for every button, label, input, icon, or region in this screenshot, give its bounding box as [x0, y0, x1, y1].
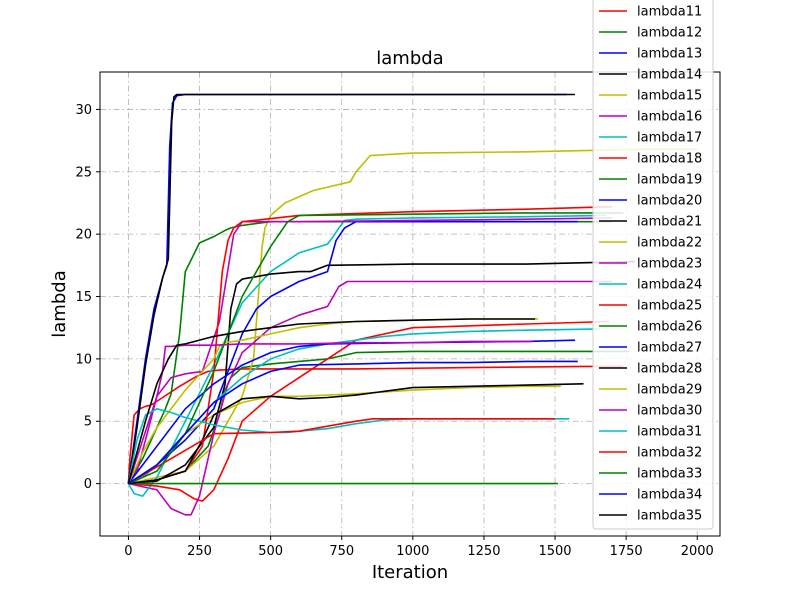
legend-entry-label: lambda30 [637, 404, 702, 419]
x-axis-label: Iteration [372, 562, 448, 583]
plot-area [127, 93, 698, 516]
legend-entry-label: lambda35 [637, 509, 702, 524]
series-line-lambda33 [128, 212, 624, 485]
legend-entry-label: lambda14 [637, 68, 702, 83]
chart-title: lambda [376, 48, 443, 69]
legend-entry-label: lambda29 [637, 383, 702, 398]
legend-entry-label: lambda19 [637, 173, 702, 188]
series-line-lambda35 [127, 318, 536, 484]
y-tick-label: 5 [84, 415, 92, 430]
y-tick-label: 15 [75, 290, 92, 305]
plot-frame [99, 71, 721, 537]
legend-entry-label: lambda24 [637, 278, 702, 293]
series-line-lambda31 [127, 407, 570, 484]
x-tick-label: 1750 [610, 544, 643, 559]
y-axis: 0 5 10 15 20 25 30 [75, 103, 100, 492]
legend-entry-label: lambda28 [637, 362, 702, 377]
x-tick-label: 0 [124, 544, 132, 559]
series-line-lambda28 [128, 383, 584, 485]
legend-entry-label: lambda22 [637, 236, 702, 251]
y-tick-label: 10 [75, 352, 92, 367]
legend-entry-label: lambda17 [637, 131, 702, 146]
x-tick-label: 250 [187, 544, 212, 559]
legend: lambda11 lambda12 lambda13 lambda14 lambda15… [592, 0, 714, 530]
series-line-lambda18 [128, 320, 610, 502]
y-tick-label: 20 [75, 228, 92, 243]
legend-entry-label: lambda15 [637, 89, 702, 104]
legend-entry-label: lambda20 [637, 194, 702, 209]
legend-box [592, 0, 714, 530]
legend-entry-label: lambda25 [637, 299, 702, 314]
x-tick-label: 750 [329, 544, 354, 559]
y-axis-label: lambda [49, 270, 70, 337]
legend-entry-label: lambda33 [637, 467, 702, 482]
legend-entry-label: lambda12 [637, 26, 702, 41]
legend-entry-label: lambda21 [637, 215, 702, 230]
x-tick-label: 1500 [538, 544, 571, 559]
series-line-lambda32 [127, 417, 555, 485]
legend-entry-label: lambda18 [637, 152, 702, 167]
x-axis: 0 250 500 750 1000 1250 1500 1750 2000 [124, 536, 714, 559]
x-tick-label: 2000 [681, 544, 714, 559]
x-tick-label: 1250 [467, 544, 500, 559]
legend-entry-label: lambda23 [637, 257, 702, 272]
legend-entry-label: lambda27 [637, 341, 702, 356]
series-line-lambda30 [127, 340, 533, 484]
legend-entry-label: lambda32 [637, 446, 702, 461]
y-tick-label: 30 [75, 103, 92, 118]
legend-entry-label: lambda11 [637, 5, 702, 20]
series-line-lambda34 [127, 360, 578, 485]
series-line-lambda15 [128, 148, 698, 485]
x-tick-label: 500 [258, 544, 283, 559]
series-line-lambda23 [127, 217, 612, 485]
legend-entry-label: lambda13 [637, 47, 702, 62]
y-tick-label: 0 [84, 477, 92, 492]
series-line-lambda12 [128, 350, 629, 485]
y-tick-label: 25 [75, 165, 92, 180]
series-line-lambda14 [127, 93, 575, 484]
x-tick-label: 1000 [396, 544, 429, 559]
legend-entry-label: lambda26 [637, 320, 702, 335]
legend-entry-label: lambda34 [637, 488, 702, 503]
legend-entry-label: lambda31 [637, 425, 702, 440]
legend-entry-label: lambda16 [637, 110, 702, 125]
